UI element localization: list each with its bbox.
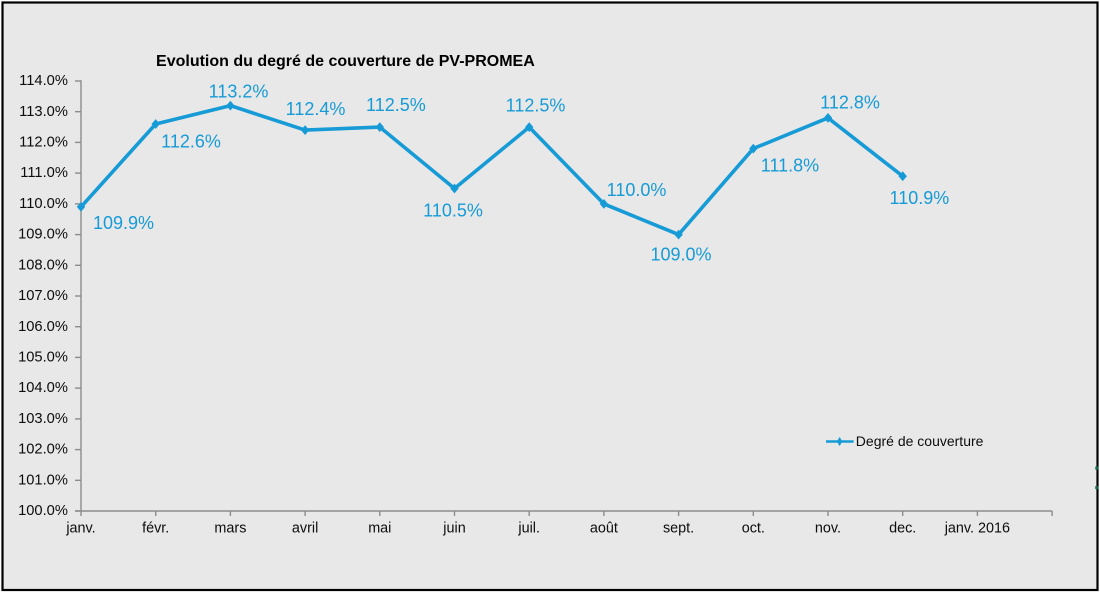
svg-text:112.5%: 112.5% (366, 95, 426, 115)
svg-text:103.0%: 103.0% (18, 411, 68, 427)
svg-text:109.9%: 109.9% (93, 213, 154, 233)
svg-text:100.0%: 100.0% (18, 503, 68, 519)
svg-text:dec.: dec. (889, 520, 916, 536)
svg-text:janv. 2016: janv. 2016 (944, 520, 1010, 536)
svg-text:janv.: janv. (65, 520, 95, 536)
svg-text:Degré de couverture: Degré de couverture (856, 433, 984, 449)
svg-text:Evolution du degré de couvertu: Evolution du degré de couverture de PV-P… (156, 53, 535, 70)
svg-text:avril: avril (292, 520, 318, 536)
svg-text:104.0%: 104.0% (18, 380, 68, 396)
svg-text:mars: mars (214, 520, 246, 536)
svg-text:112.5%: 112.5% (506, 95, 566, 115)
svg-text:110.5%: 110.5% (423, 200, 483, 220)
svg-text:112.0%: 112.0% (19, 135, 68, 151)
svg-text:112.4%: 112.4% (286, 99, 346, 119)
svg-text:101.0%: 101.0% (18, 472, 68, 488)
svg-text:112.8%: 112.8% (820, 93, 880, 113)
svg-text:sept.: sept. (663, 520, 694, 536)
svg-text:juin: juin (442, 520, 465, 536)
svg-text:oct.: oct. (742, 520, 765, 536)
svg-text:106.0%: 106.0% (18, 319, 68, 335)
svg-text:107.0%: 107.0% (18, 288, 68, 304)
svg-text:août: août (590, 520, 618, 536)
svg-text:109.0%: 109.0% (18, 227, 68, 243)
svg-text:110.0%: 110.0% (607, 180, 667, 200)
svg-text:juil.: juil. (517, 520, 540, 536)
svg-text:109.0%: 109.0% (650, 244, 711, 264)
svg-text:févr.: févr. (142, 520, 169, 536)
svg-text:110.9%: 110.9% (890, 188, 950, 208)
svg-text:108.0%: 108.0% (18, 257, 68, 273)
svg-text:111.0%: 111.0% (20, 165, 68, 181)
svg-text:105.0%: 105.0% (18, 350, 68, 366)
svg-text:110.0%: 110.0% (19, 196, 68, 212)
svg-text:112.6%: 112.6% (161, 131, 221, 151)
svg-text:113.2%: 113.2% (209, 81, 269, 101)
svg-text:nov.: nov. (815, 520, 841, 536)
svg-text:113.0%: 113.0% (19, 104, 68, 120)
svg-text:111.8%: 111.8% (761, 156, 819, 176)
svg-text:mai: mai (368, 520, 391, 536)
svg-text:114.0%: 114.0% (19, 73, 68, 89)
svg-text:102.0%: 102.0% (18, 442, 68, 458)
